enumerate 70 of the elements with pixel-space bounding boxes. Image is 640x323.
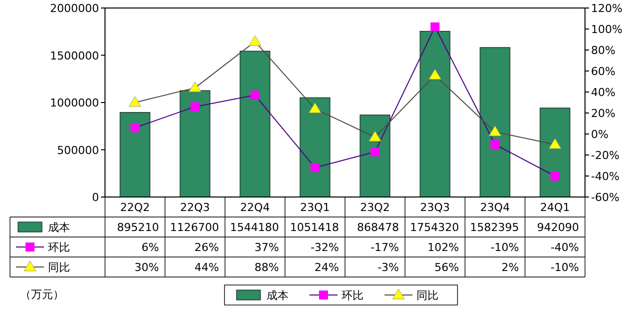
y2-tick-label: 60%: [591, 65, 616, 78]
data-label: 1754320: [410, 221, 459, 234]
point: [190, 102, 200, 112]
data-label: -40%: [550, 241, 579, 254]
data-label: -10%: [490, 241, 519, 254]
y-tick-label: 2000000: [50, 2, 99, 15]
data-label: 30%: [134, 261, 159, 274]
y-tick-label: 1000000: [50, 96, 99, 110]
y-tick-label: 0: [92, 191, 99, 204]
text: 成本: [266, 289, 288, 302]
y2-tick-label: 120%: [591, 2, 622, 15]
legend-label: 成本: [48, 221, 70, 234]
data-label: -10%: [550, 261, 579, 274]
y2-tick-label: -40%: [591, 170, 620, 183]
y2-tick-label: 20%: [591, 107, 616, 120]
x-tick-label: 23Q3: [420, 201, 450, 214]
data-label: 6%: [142, 241, 159, 254]
data-label: 44%: [194, 261, 219, 274]
x-tick-label: 23Q4: [480, 201, 510, 214]
point: [490, 140, 500, 149]
legend-label: 同比: [48, 261, 70, 274]
x-tick-label: 22Q3: [180, 201, 210, 214]
point: [550, 172, 560, 180]
data-label: 102%: [428, 241, 459, 254]
point: [308, 102, 322, 114]
point: [188, 82, 202, 92]
point: [548, 138, 562, 149]
point: [428, 68, 442, 80]
x-tick-label: 23Q1: [300, 201, 330, 214]
text: 环比: [342, 289, 364, 302]
data-label: -32%: [310, 241, 339, 254]
point: [128, 96, 142, 107]
data-label: 1126700: [170, 221, 219, 234]
x-tick-label: 24Q1: [540, 201, 570, 214]
data-label: 895210: [117, 221, 159, 234]
data-label: 24%: [314, 261, 339, 274]
point: [250, 90, 260, 100]
data-label: 1582395: [470, 221, 519, 234]
point: [248, 35, 262, 46]
legend-label: 环比: [48, 241, 70, 254]
x-tick-label: 22Q4: [240, 201, 270, 214]
data-label: 37%: [254, 241, 279, 254]
data-label: 88%: [254, 261, 279, 274]
point: [130, 123, 140, 132]
data-label: 942090: [537, 221, 579, 234]
y2-tick-label: 0%: [591, 128, 608, 141]
y2-tick-label: -20%: [591, 149, 620, 162]
y2-tick-label: -60%: [591, 191, 620, 204]
point: [370, 147, 380, 156]
point: [430, 22, 440, 32]
point: [368, 130, 382, 142]
text: （万元）: [20, 288, 64, 301]
y-tick-label: 1500000: [50, 49, 99, 62]
data-label: -17%: [370, 241, 399, 254]
text: 同比: [416, 289, 438, 302]
data-label: 56%: [434, 261, 459, 274]
data-label: 868478: [357, 221, 399, 234]
x-tick-label: 22Q2: [120, 201, 150, 214]
y2-tick-label: 100%: [591, 23, 622, 36]
point: [488, 126, 502, 136]
point: [310, 163, 320, 172]
data-label: 26%: [194, 241, 219, 254]
x-tick-label: 23Q2: [360, 201, 390, 214]
y2-tick-label: 80%: [591, 44, 616, 57]
data-label: 2%: [502, 261, 519, 274]
y-tick-label: 500000: [57, 144, 99, 157]
y2-tick-label: 40%: [591, 86, 616, 99]
data-label: 1544180: [230, 221, 279, 234]
data-label: -3%: [378, 261, 399, 274]
data-label: 1051418: [290, 221, 339, 234]
